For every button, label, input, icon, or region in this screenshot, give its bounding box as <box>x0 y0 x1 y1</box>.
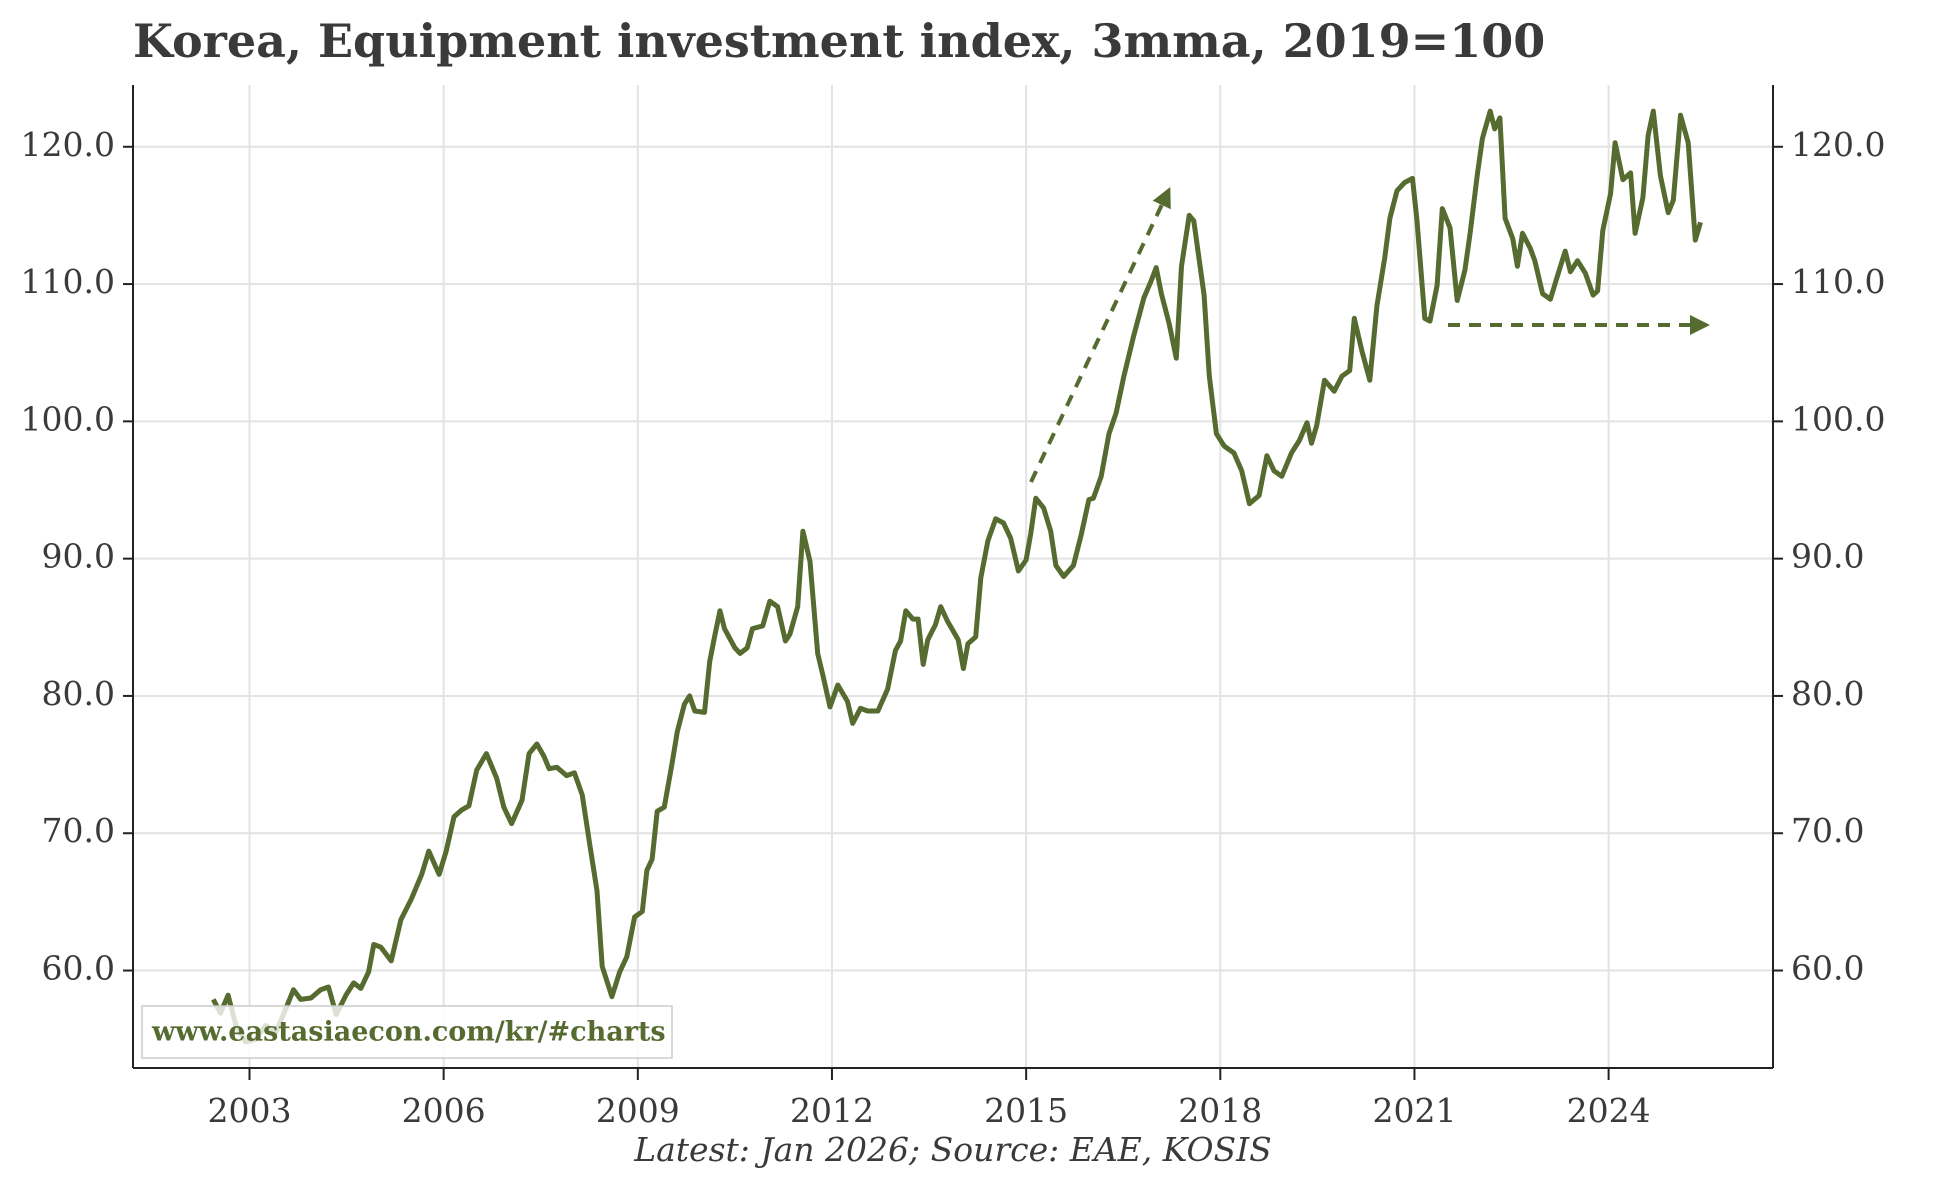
chart-title: Korea, Equipment investment index, 3mma,… <box>133 14 1545 68</box>
y-tick-label: 110.0 <box>21 262 115 301</box>
x-tick-label: 2015 <box>984 1091 1068 1130</box>
y2-tick-label: 120.0 <box>1791 125 1885 164</box>
y2-tick-label: 100.0 <box>1791 399 1885 438</box>
marks <box>211 108 1703 1045</box>
y-tick-label: 70.0 <box>42 811 115 850</box>
y-tick-label: 60.0 <box>42 949 115 988</box>
watermark: www.eastasiaecon.com/kr/#charts <box>151 1017 666 1048</box>
grid: 60.0 60.0 70.0 70.0 80.0 80.0 90.0 90.0 100.0 100… <box>21 85 1885 1130</box>
y-tick-label: 100.0 <box>21 399 115 438</box>
y-tick-label: 90.0 <box>42 537 115 576</box>
x-tick-label: 2018 <box>1178 1091 1262 1130</box>
x-tick-label: 2003 <box>208 1091 292 1130</box>
y2-tick-label: 60.0 <box>1791 949 1864 988</box>
x-tick-label: 2012 <box>790 1091 874 1130</box>
trend-arrow <box>1029 186 1171 483</box>
x-tick-label: 2006 <box>402 1091 486 1130</box>
footer: Latest: Jan 2026; Source: EAE, KOSIS <box>633 1130 1272 1169</box>
y2-tick-label: 80.0 <box>1791 674 1864 713</box>
x-tick-label: 2021 <box>1372 1091 1456 1130</box>
y-tick-label: 80.0 <box>42 674 115 713</box>
y2-tick-label: 110.0 <box>1791 262 1885 301</box>
x-tick-label: 2024 <box>1567 1091 1651 1130</box>
data-line <box>211 108 1703 1045</box>
y2-tick-label: 90.0 <box>1791 537 1864 576</box>
watermark-box <box>141 1005 673 1059</box>
x-tick-label: 2009 <box>596 1091 680 1130</box>
y2-tick-label: 70.0 <box>1791 811 1864 850</box>
y-tick-label: 120.0 <box>21 125 115 164</box>
